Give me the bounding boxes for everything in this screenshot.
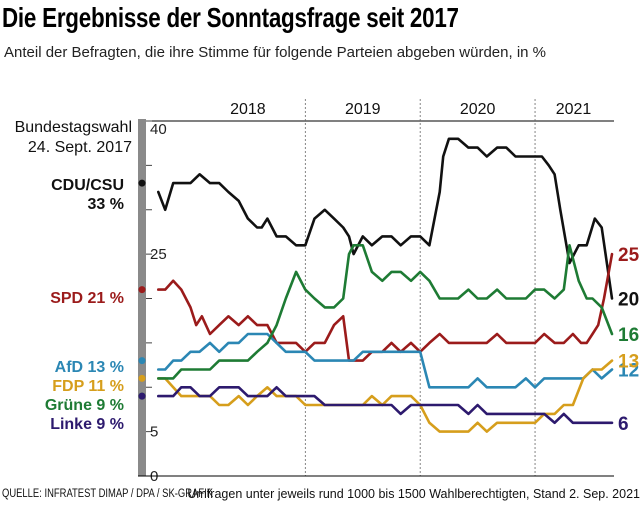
election-result-cdu/csu: CDU/CSU [51, 177, 124, 194]
election-marker [138, 286, 146, 294]
series-line-grne [157, 244, 614, 380]
election-marker [138, 357, 146, 365]
election-result-grüne: Grüne 9 % [45, 397, 124, 414]
y-tick-label: 25 [150, 246, 167, 263]
y-tick-label: 5 [150, 424, 158, 441]
year-label-2019: 2019 [345, 101, 381, 118]
series-line-linke [157, 385, 614, 425]
election-date: 24. Sept. 2017 [28, 139, 132, 156]
y-axis-bar [138, 119, 146, 476]
source-note: QUELLE: INFRATEST DIMAP / DPA / SK-GRAFI… [2, 488, 214, 500]
year-label-2020: 2020 [460, 101, 496, 118]
election-result-spd: SPD 21 % [50, 290, 124, 307]
series-line-afd [157, 332, 614, 389]
election-marker [138, 179, 146, 187]
election-result-linke: Linke 9 % [50, 416, 124, 433]
year-label-2018: 2018 [230, 101, 266, 118]
election-label: Bundestagswahl [15, 119, 132, 136]
year-label-2021: 2021 [556, 101, 592, 118]
election-result-value: 33 % [88, 196, 124, 213]
final-value-grne: 16 [618, 325, 639, 346]
final-value-fdp: 13 [618, 352, 639, 373]
election-result-fdp: FDP 11 % [52, 378, 124, 395]
final-value-cducsu: 20 [618, 290, 639, 311]
final-value-linke: 6 [618, 414, 629, 435]
chart-subtitle: Anteil der Befragten, die ihre Stimme fü… [4, 44, 546, 61]
election-marker [138, 374, 146, 382]
y-tick-label: 40 [150, 121, 167, 138]
series-line-cducsu [157, 137, 614, 300]
election-marker [138, 392, 146, 400]
final-value-afd: 12 [618, 361, 639, 382]
final-value-spd: 25 [618, 245, 640, 266]
survey-note: Umfragen unter jeweils rund 1000 bis 150… [187, 487, 640, 501]
series-line-fdp [157, 359, 614, 433]
election-result-afd: AfD 13 % [55, 359, 124, 376]
chart-title: Die Ergebnisse der Sonntagsfrage seit 20… [2, 2, 459, 33]
